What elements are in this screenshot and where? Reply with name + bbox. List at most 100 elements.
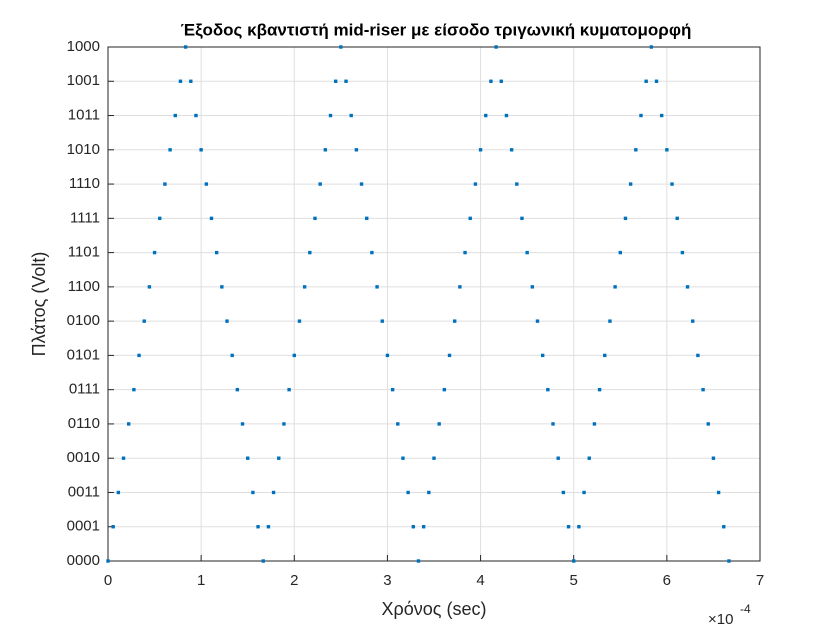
point: [437, 422, 441, 426]
point: [204, 182, 209, 186]
point: [375, 285, 379, 289]
plot-area: 0 1 2 3 4 5 6 7 0000 0001 0011 0010 0110 0111 0101 0100…: [67, 38, 765, 589]
point: [359, 182, 364, 186]
point: [499, 79, 503, 83]
point: [328, 113, 333, 118]
point: [318, 182, 322, 186]
y-tick-label: 1011: [68, 107, 100, 124]
point: [214, 250, 219, 255]
point: [308, 250, 312, 255]
point: [370, 250, 374, 255]
point: [489, 79, 493, 83]
point: [447, 353, 452, 358]
point: [111, 525, 115, 529]
point: [628, 182, 633, 186]
point: [618, 250, 622, 255]
point: [168, 148, 172, 152]
point: [277, 456, 281, 460]
point: [282, 422, 286, 426]
point: [416, 559, 421, 563]
point: [126, 422, 131, 426]
point: [484, 113, 488, 118]
point: [639, 113, 643, 118]
point: [209, 216, 214, 221]
x-tick-label: 3: [383, 572, 391, 589]
y-tick-label: 0100: [67, 312, 100, 329]
point: [339, 45, 343, 49]
point: [225, 319, 229, 323]
point: [623, 216, 628, 221]
point: [716, 490, 721, 495]
point: [401, 456, 405, 460]
point: [137, 353, 141, 358]
point: [727, 559, 731, 563]
point: [302, 285, 307, 289]
point: [189, 79, 193, 83]
y-tick-label: 1001: [67, 72, 100, 89]
point: [297, 319, 302, 323]
y-tick-label: 1010: [67, 141, 100, 158]
point: [665, 148, 669, 152]
point: [504, 113, 509, 118]
point: [266, 525, 271, 529]
point: [235, 387, 240, 392]
point: [158, 216, 162, 221]
point: [442, 387, 447, 392]
point: [680, 250, 685, 255]
y-tick-label: 0010: [67, 449, 100, 466]
point: [613, 285, 617, 289]
y-tick-label: 0111: [69, 381, 100, 398]
y-tick-label: 1000: [67, 38, 100, 55]
point: [121, 456, 126, 460]
point: [240, 422, 245, 426]
point: [515, 182, 519, 186]
chart-title: Έξοδος κβαντιστή mid-riser με είσοδο τρι…: [181, 20, 692, 39]
point: [509, 148, 514, 152]
point: [432, 456, 436, 460]
point: [685, 285, 690, 289]
point: [603, 353, 607, 358]
point: [173, 113, 177, 118]
y-tick-label: 1110: [69, 175, 100, 192]
point: [561, 490, 566, 495]
x-tick-label: 7: [756, 572, 764, 589]
point: [546, 387, 550, 392]
point: [572, 559, 576, 563]
point: [608, 319, 612, 323]
point: [525, 250, 529, 255]
point: [251, 490, 255, 495]
x-tick-label: 4: [476, 572, 484, 589]
point: [116, 490, 121, 495]
point: [152, 250, 157, 255]
point: [411, 525, 416, 529]
point: [696, 353, 700, 358]
point: [473, 182, 478, 186]
point: [323, 148, 328, 152]
point: [132, 387, 136, 392]
x-exponent: -4: [740, 602, 751, 616]
point: [230, 353, 234, 358]
point: [183, 45, 188, 49]
point: [701, 387, 705, 392]
point: [194, 113, 198, 118]
point: [722, 525, 726, 529]
point: [654, 79, 659, 83]
point: [463, 250, 467, 255]
point: [478, 148, 483, 152]
point: [644, 79, 648, 83]
point: [421, 525, 426, 529]
point: [530, 285, 535, 289]
x-tick-label: 0: [104, 572, 112, 589]
point: [597, 387, 602, 392]
point: [365, 216, 369, 221]
point: [406, 490, 410, 495]
point: [592, 422, 597, 426]
x-tick-label: 2: [290, 572, 298, 589]
point: [106, 559, 110, 563]
point: [452, 319, 457, 323]
point: [649, 45, 654, 49]
point: [634, 148, 638, 152]
point: [540, 353, 545, 358]
